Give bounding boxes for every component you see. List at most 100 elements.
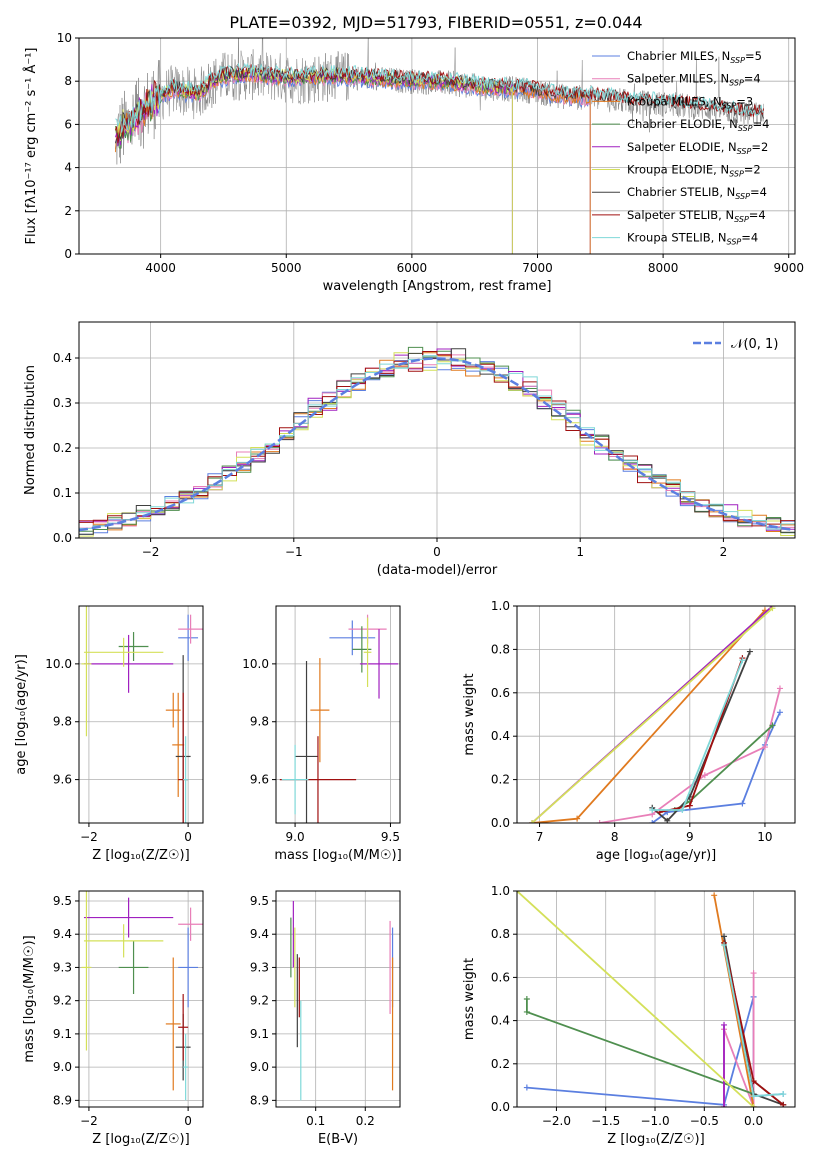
tick-label-y: 0.8 [491,642,510,656]
x-axis-label: age [log₁₀(age/yr)] [596,848,717,863]
model-spectrum-line [114,63,765,144]
axes-border [516,605,796,824]
errorbar-point [178,927,199,1008]
tick-label-y: 0.2 [491,773,510,787]
tick-label-y: 4 [64,161,72,175]
weight-marker [769,722,776,729]
weight-marker [721,942,728,948]
tick-label-x: 0 [433,545,441,559]
tick-label-y: 9.8 [53,715,72,729]
errorbar-point [178,907,203,941]
tick-label-x: 7 [536,830,544,844]
tick-label-x: 6000 [397,261,428,275]
tick-label-x: 0.2 [356,1114,375,1128]
errorbar-point [83,637,164,667]
weight-series-line [713,895,755,1107]
plot-area [81,891,203,1101]
tick-label-x: −2.0 [542,1114,571,1128]
grid [79,606,203,823]
tick-label-x: 10 [757,830,772,844]
legend-entry: Salpeter MILES, NSSP=4 [627,72,761,88]
tick-label-y: 9.1 [53,1027,72,1041]
weight-marker [750,1078,757,1085]
tick-label-y: 6 [64,117,72,131]
errorbar-point [172,692,185,797]
tick-label-y: 0.0 [491,816,510,830]
errorbar-point [183,1033,189,1101]
grid [79,891,203,1107]
tick-label-y: 8 [64,74,72,88]
weight-marker [721,933,728,940]
errorbar-point [183,736,189,823]
legend: Chabrier MILES, NSSP=5 Salpeter MILES, NS… [592,49,769,247]
y-axis-label: mass [log₁₀(M/M☉)] [22,935,37,1062]
tick-label-y: 9.3 [250,960,269,974]
tick-label-y: 0.4 [491,1014,510,1028]
errorbar-point [81,606,92,737]
tick-label-y: 9.1 [250,1027,269,1041]
weight-marker [780,1091,787,1098]
tick-label-x: 0 [184,1114,192,1128]
errorbar-point [83,897,174,938]
axes-border [516,890,796,1108]
axes-frame: 4000 5000 6000 7000 8000 9000 0 2 4 6 8 10 wavelengt… [23,31,804,294]
axes-frame: 7 8 9 10 0.0 0.2 0.4 0.6 0.8 1.0 age [log₁₀(age/yr… [462,599,796,863]
panel-weight_vs_age: 7 8 9 10 0.0 0.2 0.4 0.6 0.8 1.0 age [log₁₀(age/yr… [462,599,796,863]
weight-marker [686,802,693,809]
weight-marker [750,1104,757,1107]
tick-label-y: 1.0 [491,884,510,898]
axes-frame: 0.1 0.2 8.9 9.0 9.1 9.2 9.3 9.4 9.5 E(B-V) [250,890,401,1147]
errorbar-point [178,614,199,661]
tick-label-y: 10.0 [45,657,72,671]
x-axis-label: (data-model)/error [377,563,498,578]
grid [517,605,795,824]
tick-label-y: 2 [64,204,72,218]
legend-entry: Salpeter ELODIE, NSSP=2 [627,140,768,156]
axes-border [275,890,401,1108]
grid [276,891,400,1107]
tick-label-y: 10 [57,31,72,45]
weight-marker [776,709,783,716]
axes-border [78,890,204,1108]
tick-label-x: 7000 [522,261,553,275]
x-axis-label: Z [log₁₀(Z/Z☉)] [92,1132,189,1147]
tick-label-y: 0.0 [491,1100,510,1114]
errorbar-point [281,744,309,815]
tick-label-x: 2 [720,545,728,559]
model-spectrum-line [115,62,764,133]
tick-label-y: 9.4 [53,927,72,941]
errorbar-point [165,957,181,1091]
axes-frame: −2 0 9.6 9.8 10.0 Z [log₁₀(Z/Z☉)] age [log₁₀(a… [14,605,204,863]
weight-series-line [651,711,781,823]
x-axis-label: wavelength [Angstrom, rest frame] [323,279,552,294]
tick-label-y: 9.5 [250,894,269,908]
y-axis-label: Flux [fλ10⁻¹⁷ erg cm⁻² s⁻¹ Å⁻¹] [23,48,39,245]
tick-label-x: −1.0 [640,1114,669,1128]
tick-label-y: 9.5 [53,894,72,908]
tick-label-y: 8.9 [53,1093,72,1107]
y-axis-label: age [log₁₀(age/yr)] [14,654,29,775]
errorbar-point [363,617,372,688]
tick-label-y: 9.8 [250,715,269,729]
legend-entry: Chabrier ELODIE, NSSP=4 [627,117,769,133]
gaussian-reference-curve [79,357,793,532]
legend-entry: Kroupa STELIB, NSSP=4 [627,231,758,247]
model-spectrum-line [114,67,513,254]
plot-area [79,346,795,537]
weight-marker [739,657,746,664]
tick-label-y: 10.0 [242,657,269,671]
panel-age_vs_mass: 9.0 9.5 9.6 9.8 10.0 mass [log₁₀(M/M☉)] [242,605,402,863]
weight-marker [574,815,581,822]
axes-frame: −2.0 −1.5 −1.0 −0.5 0.0 0.0 0.2 0.4 0.6 0.8 1.0 Z [… [462,884,796,1147]
plot-area [279,614,399,823]
weight-marker [649,806,656,813]
plot-area [290,900,394,1101]
tick-label-y: 0.2 [491,1057,510,1071]
tick-label-y: 9.6 [53,773,72,787]
plot-area [81,606,203,823]
plot-area [114,38,765,254]
legend-entry: Salpeter STELIB, NSSP=4 [627,208,766,224]
legend-entry: Chabrier MILES, NSSP=5 [627,49,762,65]
tick-label-x: 8000 [648,261,679,275]
panel-mass_vs_ebv: 0.1 0.2 8.9 9.0 9.1 9.2 9.3 9.4 9.5 E(B-V) [250,890,401,1147]
